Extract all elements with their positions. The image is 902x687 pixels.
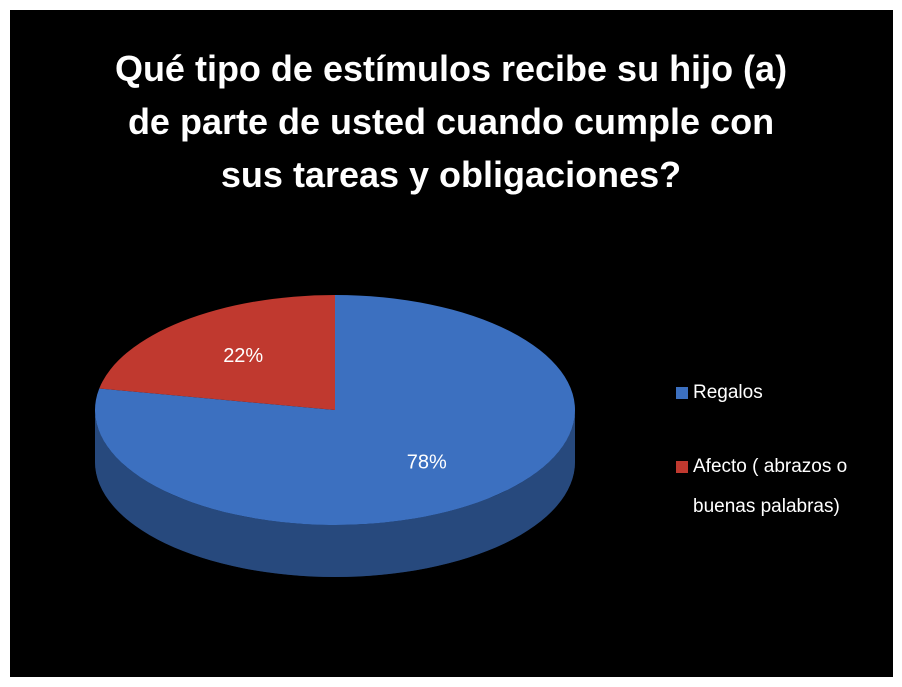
data-label: 78% — [407, 451, 447, 473]
legend-swatch — [676, 387, 688, 399]
pie-side — [95, 410, 575, 577]
data-label: 22% — [223, 345, 263, 367]
chart-title: Qué tipo de estímulos recibe su hijo (a) — [114, 48, 788, 89]
legend-label: Regalos — [693, 382, 763, 403]
pie-slice — [99, 295, 335, 410]
pie-side-shade — [95, 410, 575, 577]
legend-swatch — [676, 461, 688, 473]
chart-title: sus tareas y obligaciones? — [220, 154, 682, 195]
legend-label: Afecto ( abrazos o buenas palabras) — [693, 456, 848, 517]
pie-slice — [94, 295, 576, 525]
chart-title: de parte de usted cuando cumple con — [127, 101, 775, 142]
